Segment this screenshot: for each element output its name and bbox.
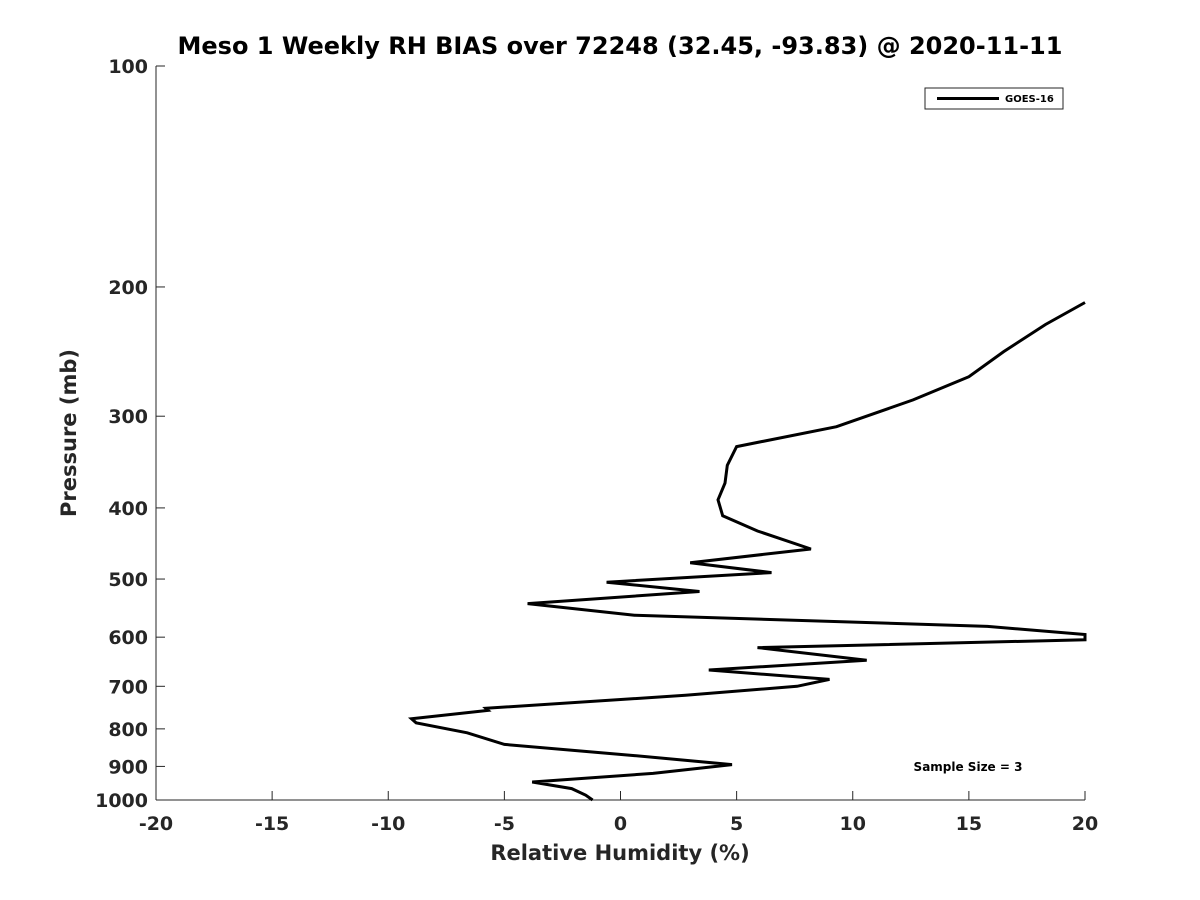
y-axis-label: Pressure (mb) <box>57 349 81 517</box>
x-tick-label: 0 <box>614 813 627 835</box>
y-axis: 100 200 300 400 500 600 700 800 900 1000 <box>95 56 165 812</box>
sample-size-annotation: Sample Size = 3 <box>914 760 1023 774</box>
x-tick-label: 15 <box>956 813 982 835</box>
y-tick-label: 400 <box>108 498 148 520</box>
x-tick-label: 10 <box>840 813 866 835</box>
series-layer <box>407 301 1087 802</box>
x-tick-label: 20 <box>1072 813 1098 835</box>
x-tick-label: -10 <box>371 813 405 835</box>
x-axis-label: Relative Humidity (%) <box>490 841 749 865</box>
y-tick-label: 800 <box>108 719 148 741</box>
y-tick-label: 300 <box>108 406 148 428</box>
y-tick-label: 1000 <box>95 790 148 812</box>
x-tick-label: -5 <box>494 813 515 835</box>
y-tick-label: 700 <box>108 676 148 698</box>
y-tick-label: 900 <box>108 756 148 778</box>
legend[interactable]: GOES-16 <box>924 87 1064 110</box>
x-tick-label: -20 <box>139 813 173 835</box>
x-tick-label: -15 <box>255 813 289 835</box>
chart-title: Meso 1 Weekly RH BIAS over 72248 (32.45,… <box>178 32 1063 60</box>
series-line-goes-16 <box>407 301 1087 802</box>
x-axis: -20 -15 -10 -5 0 5 10 15 20 <box>139 791 1098 835</box>
legend-entry-goes-16: GOES-16 <box>1005 94 1054 105</box>
y-tick-label: 100 <box>108 56 148 78</box>
y-tick-label: 200 <box>108 277 148 299</box>
y-tick-label: 500 <box>108 569 148 591</box>
x-tick-label: 5 <box>730 813 743 835</box>
y-tick-label: 600 <box>108 627 148 649</box>
